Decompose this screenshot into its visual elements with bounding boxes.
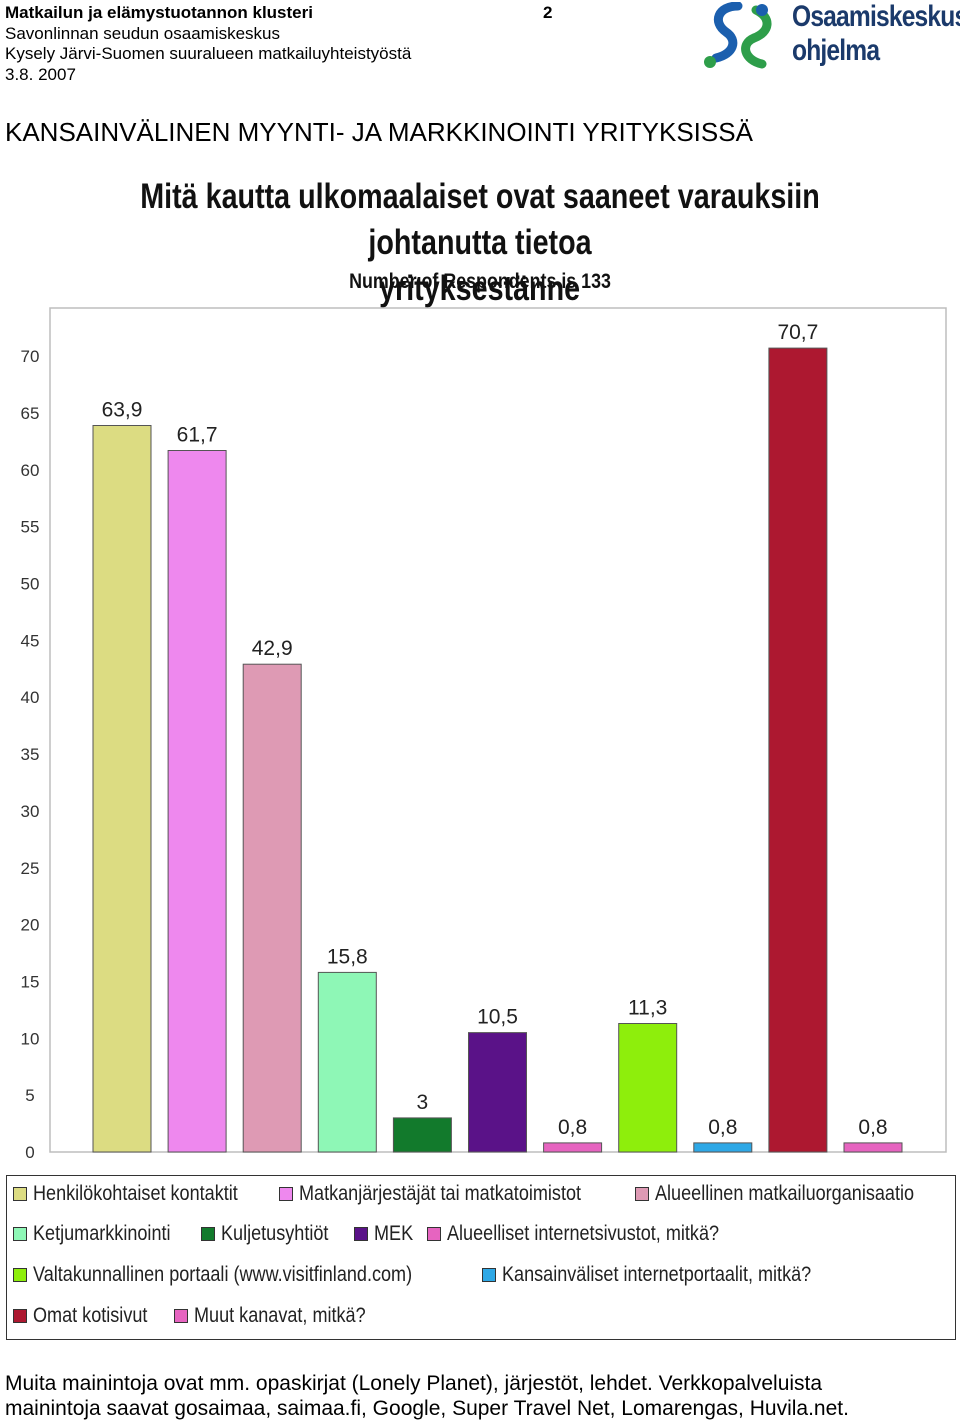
value-labels: 63,9 61,7 42,9 15,8 3 10,5 0,8 11,3 0,8 70,7 0,8 [102, 321, 888, 1139]
legend-item: MEK [353, 1222, 420, 1246]
legend-row: Valtakunnallinen portaali (www.visitfinl… [13, 1263, 869, 1293]
legend-label: Alueelliset internetsivustot, mitkä? [447, 1222, 720, 1245]
legend-item: Valtakunnallinen portaali (www.visitfinl… [13, 1263, 474, 1287]
legend-swatch [353, 1227, 368, 1241]
legend-label: Omat kotisivut [33, 1304, 148, 1327]
y-tick-label: 5 [25, 1086, 34, 1105]
legend-row: Henkilökohtaiset kontaktit Matkanjärjestä… [13, 1182, 960, 1212]
logo-emblem-icon [704, 1, 772, 69]
footnote-line2: mainintoja saavat gosaimaa, saimaa.fi, G… [5, 1397, 849, 1420]
footnote: Muita mainintoja ovat mm. opaskirjat (Lo… [5, 1371, 955, 1421]
legend-swatch [635, 1187, 650, 1201]
bars [92, 347, 903, 1153]
chart-subtitle: Number of Respondents is 133 [0, 270, 960, 294]
legend-swatch [427, 1227, 442, 1241]
bar [843, 1142, 903, 1153]
y-tick-label: 20 [21, 916, 40, 935]
chart-legend: Henkilökohtaiset kontaktit Matkanjärjestä… [6, 1175, 956, 1340]
bar-value-label: 61,7 [177, 424, 218, 447]
y-tick-label: 60 [21, 461, 40, 480]
bar [468, 1032, 527, 1153]
bar-value-label: 70,7 [777, 321, 818, 344]
bar [317, 971, 377, 1153]
header-cluster-name: Matkailun ja elämystuotannon klusteri [5, 3, 313, 22]
legend-label: Henkilökohtaiset kontaktit [33, 1182, 238, 1205]
legend-label: Valtakunnallinen portaali (www.visitfinl… [33, 1263, 413, 1286]
legend-item: Matkanjärjestäjät tai matkatoimistot [279, 1182, 627, 1206]
legend-item: Omat kotisivut [13, 1304, 166, 1328]
bar-value-label: 3 [417, 1091, 429, 1114]
legend-swatch [13, 1309, 27, 1323]
legend-item: Muut kanavat, mitkä? [174, 1304, 394, 1328]
y-tick-label: 55 [21, 518, 40, 537]
chart-title: Mitä kautta ulkomaalaiset ovat saaneet v… [0, 174, 960, 312]
logo-text-line2: ohjelma [792, 34, 880, 67]
legend-label: Muut kanavat, mitkä? [194, 1304, 366, 1327]
chart-title-line1: Mitä kautta ulkomaalaiset ovat saaneet v… [140, 177, 820, 262]
bar-value-label: 63,9 [102, 399, 143, 422]
y-tick-label: 10 [21, 1029, 40, 1048]
y-tick-label: 35 [21, 745, 40, 764]
legend-swatch [279, 1187, 294, 1201]
header-survey-name: Kysely Järvi-Suomen suuralueen matkailuy… [5, 44, 412, 63]
legend-label: Matkanjärjestäjät tai matkatoimistot [299, 1182, 582, 1205]
legend-swatch [13, 1227, 27, 1241]
y-tick-label: 40 [21, 688, 40, 707]
legend-swatch [13, 1187, 27, 1201]
chart-subtitle-text: Number of Respondents is 133 [349, 270, 611, 293]
legend-item: Henkilökohtaiset kontaktit [13, 1182, 271, 1206]
legend-item: Kuljetusyhtiöt [200, 1222, 346, 1246]
bar-value-label: 11,3 [628, 997, 667, 1020]
legend-item: Ketjumarkkinointi [13, 1222, 193, 1246]
bar-value-label: 42,9 [252, 637, 293, 660]
bar-value-label: 15,8 [327, 945, 368, 968]
legend-swatch [200, 1227, 215, 1241]
bar [92, 425, 152, 1153]
header-organization: Savonlinnan seudun osaamiskeskus [5, 23, 281, 43]
page-number: 2 [543, 3, 553, 22]
legend-label: Kuljetusyhtiöt [220, 1222, 329, 1245]
footnote-line1: Muita mainintoja ovat mm. opaskirjat (Lo… [5, 1372, 823, 1395]
y-tick-label: 45 [21, 631, 40, 650]
y-tick-label: 15 [21, 972, 40, 991]
bar [693, 1142, 753, 1153]
legend-label: Kansainväliset internetportaalit, mitkä? [501, 1263, 812, 1286]
bar-value-label: 0,8 [558, 1116, 587, 1139]
bar-value-label: 0,8 [708, 1116, 737, 1139]
y-tick-label: 30 [21, 802, 40, 821]
y-axis: 0 5 10 15 20 25 30 35 40 45 50 55 60 65 70 [21, 347, 40, 1160]
bar-value-label: 10,5 [477, 1006, 518, 1029]
y-tick-label: 25 [21, 859, 40, 878]
legend-row: Omat kotisivut Muut kanavat, mitkä? [13, 1304, 402, 1334]
legend-label: Alueellinen matkailuorganisaatio [655, 1182, 915, 1205]
bar [167, 450, 227, 1153]
legend-item: Alueelliset internetsivustot, mitkä? [427, 1222, 763, 1246]
section-title: KANSAINVÄLINEN MYYNTI- JA MARKKINOINTI Y… [5, 117, 753, 147]
legend-swatch [481, 1268, 496, 1282]
legend-item: Alueellinen matkailuorganisaatio [635, 1182, 956, 1206]
y-tick-label: 65 [21, 404, 40, 423]
bar [618, 1023, 678, 1153]
document-header: Matkailun ja elämystuotannon klusteri Sa… [5, 3, 705, 85]
bar [768, 347, 828, 1153]
y-tick-label: 0 [25, 1143, 34, 1160]
y-tick-label: 70 [21, 347, 40, 366]
osaamiskeskus-logo: Osaamiskeskus- ohjelma [698, 0, 960, 72]
bar [242, 663, 302, 1153]
legend-label: MEK [373, 1222, 413, 1245]
chart-title-line2: yrityksestänne [379, 269, 581, 308]
y-tick-label: 50 [21, 575, 40, 594]
legend-swatch [174, 1309, 189, 1323]
logo-text-line1: Osaamiskeskus- [792, 0, 960, 33]
bar-value-label: 0,8 [858, 1116, 887, 1139]
header-date: 3.8. 2007 [5, 64, 76, 84]
legend-row: Ketjumarkkinointi Kuljetusyhtiöt MEK Alueel… [13, 1222, 772, 1252]
legend-swatch [13, 1268, 27, 1282]
legend-item: Kansainväliset internetportaalit, mitkä? [481, 1263, 862, 1287]
legend-label: Ketjumarkkinointi [33, 1222, 171, 1245]
bar [392, 1117, 452, 1153]
bar [543, 1142, 603, 1153]
bar-chart: 0 5 10 15 20 25 30 35 40 45 50 55 60 65 70 63,9 61,7 42,… [21, 307, 947, 1160]
